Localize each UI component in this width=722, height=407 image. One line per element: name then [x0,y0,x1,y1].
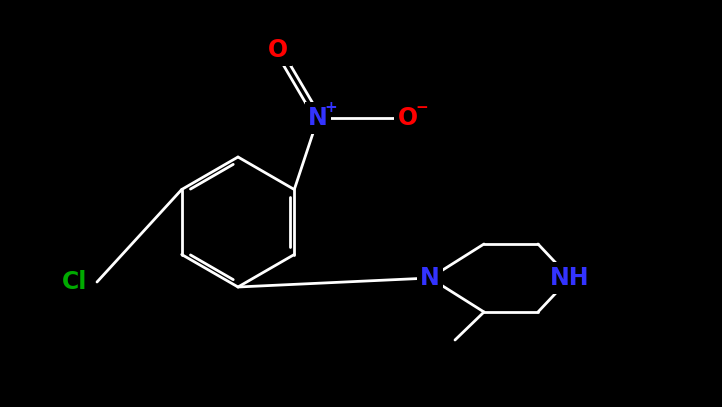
Text: +: + [325,99,337,114]
Text: Cl: Cl [62,270,87,294]
Text: O: O [268,38,288,62]
Text: N: N [420,266,440,290]
Text: −: − [416,99,428,114]
Text: O: O [398,106,418,130]
Text: NH: NH [550,266,590,290]
Text: N: N [308,106,328,130]
